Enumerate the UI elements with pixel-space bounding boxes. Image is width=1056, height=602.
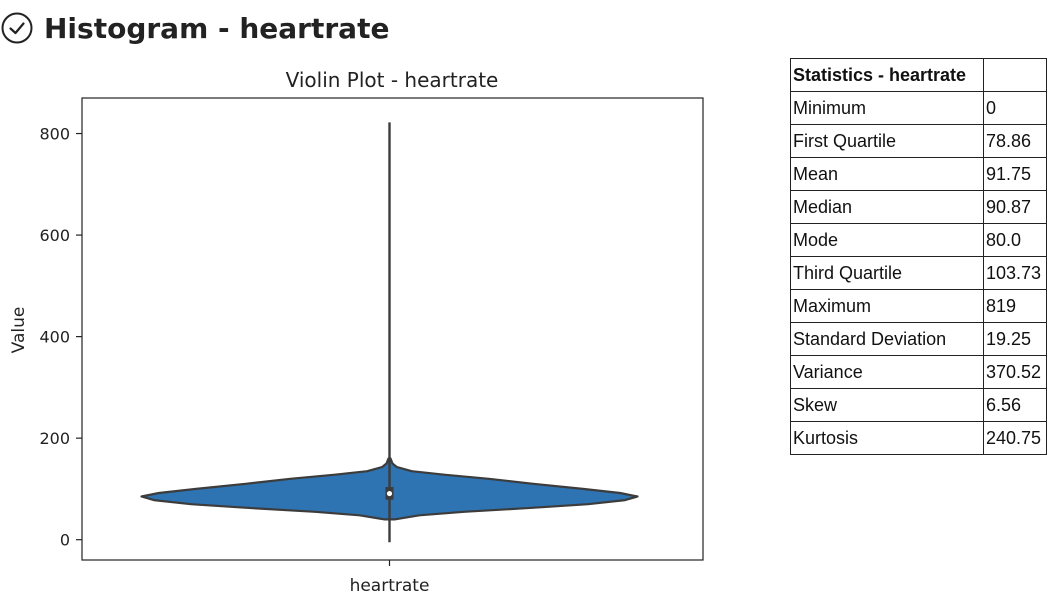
violin-chart: Violin Plot - heartrate 0 200 400 600 800 Va… <box>0 60 760 602</box>
stat-value: 6.56 <box>983 388 1047 422</box>
stat-value: 103.73 <box>983 256 1047 290</box>
table-row: Mean 91.75 <box>790 157 1047 191</box>
stat-value: 0 <box>983 91 1047 125</box>
header: Histogram - heartrate <box>0 6 389 50</box>
y-tick-label: 800 <box>39 125 70 144</box>
page-title: Histogram - heartrate <box>44 11 390 45</box>
stat-label: Mean <box>790 157 984 191</box>
table-row: Standard Deviation 19.25 <box>790 322 1047 356</box>
violin-median-point <box>386 490 393 497</box>
stat-value: 819 <box>983 289 1047 323</box>
table-row: Kurtosis 240.75 <box>790 421 1047 455</box>
stat-label: Mode <box>790 223 984 257</box>
statistics-title: Statistics - heartrate <box>790 58 984 92</box>
stat-label: Minimum <box>790 91 984 125</box>
stat-label: Kurtosis <box>790 421 984 455</box>
y-axis-label: Value <box>9 307 29 354</box>
table-row: Variance 370.52 <box>790 355 1047 389</box>
table-row: Third Quartile 103.73 <box>790 256 1047 290</box>
stat-label: Maximum <box>790 289 984 323</box>
table-row: Maximum 819 <box>790 289 1047 323</box>
stat-label: Skew <box>790 388 984 422</box>
stat-value: 80.0 <box>983 223 1047 257</box>
y-tick-label: 200 <box>39 429 70 448</box>
statistics-body: Minimum 0 First Quartile 78.86 Mean 91.75 Medi… <box>790 91 1047 455</box>
table-row: First Quartile 78.86 <box>790 124 1047 158</box>
stat-label: Standard Deviation <box>790 322 984 356</box>
plot-frame <box>81 97 704 561</box>
stat-value: 91.75 <box>983 157 1047 191</box>
stat-label: Variance <box>790 355 984 389</box>
table-row: Median 90.87 <box>790 190 1047 224</box>
violin-chart-svg: Violin Plot - heartrate 0 200 400 600 800 Va… <box>9 68 704 596</box>
x-tick-label: heartrate <box>350 576 430 596</box>
y-axis: 0 200 400 600 800 <box>39 125 82 550</box>
stat-value: 240.75 <box>983 421 1047 455</box>
chart-title: Violin Plot - heartrate <box>286 68 499 92</box>
x-axis: heartrate <box>350 560 430 596</box>
stat-value: 19.25 <box>983 322 1047 356</box>
y-tick-label: 0 <box>60 531 70 550</box>
violin-series <box>140 122 639 543</box>
stat-label: First Quartile <box>790 124 984 158</box>
check-circle-icon <box>1 12 33 44</box>
stat-label: Third Quartile <box>790 256 984 290</box>
table-row: Mode 80.0 <box>790 223 1047 257</box>
statistics-table: Statistics - heartrate Minimum 0 First Qua… <box>790 58 1047 455</box>
stat-label: Median <box>790 190 984 224</box>
stat-value: 370.52 <box>983 355 1047 389</box>
statistics-header-empty <box>983 58 1047 92</box>
statistics-header-row: Statistics - heartrate <box>790 58 1047 92</box>
table-row: Minimum 0 <box>790 91 1047 125</box>
y-tick-label: 400 <box>39 328 70 347</box>
stat-value: 90.87 <box>983 190 1047 224</box>
stat-value: 78.86 <box>983 124 1047 158</box>
table-row: Skew 6.56 <box>790 388 1047 422</box>
y-tick-label: 600 <box>39 226 70 245</box>
